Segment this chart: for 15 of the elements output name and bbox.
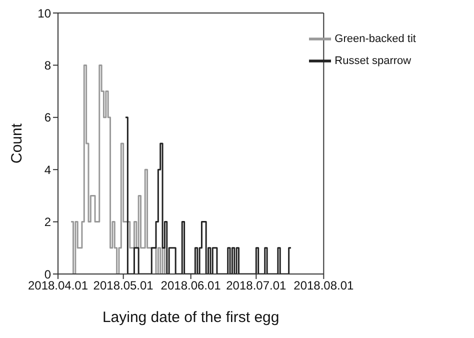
legend-label: Russet sparrow — [334, 54, 412, 67]
y-axis-title: Count — [8, 122, 26, 164]
y-tick-label: 6 — [44, 110, 52, 125]
legend-label: Green-backed tit — [334, 32, 416, 45]
x-axis-title: Laying date of the first egg — [102, 309, 280, 326]
y-tick-label: 0 — [44, 267, 52, 282]
y-tick-label: 10 — [38, 6, 52, 20]
y-tick-label: 2 — [44, 215, 52, 230]
x-tick-label: 2018.04.01 — [28, 278, 88, 293]
x-tick-label: 2018.07.01 — [226, 278, 287, 293]
y-tick-label: 4 — [44, 162, 52, 177]
y-tick-label: 8 — [44, 58, 52, 72]
x-tick-label: 2018.06.01 — [160, 278, 222, 293]
x-tick-label: 2018.05.01 — [93, 278, 154, 293]
x-tick-label: 2018.08.01 — [294, 278, 354, 293]
